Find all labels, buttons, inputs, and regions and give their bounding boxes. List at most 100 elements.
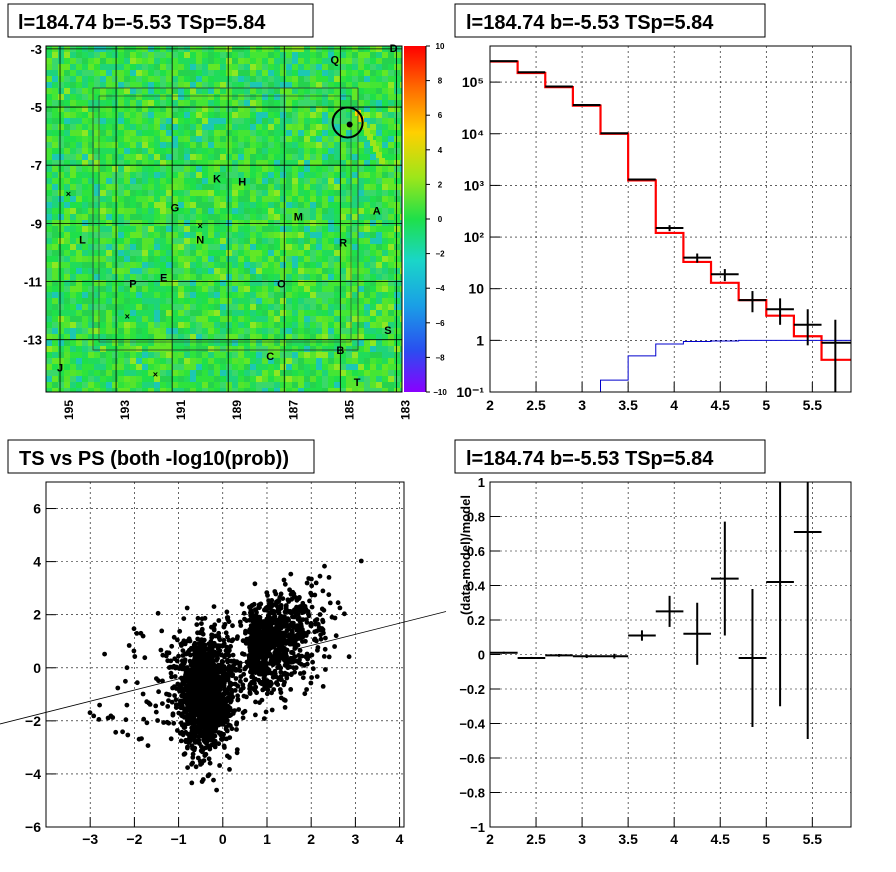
map-pixel	[58, 70, 64, 76]
map-pixel	[394, 280, 400, 286]
map-pixel	[220, 142, 226, 148]
map-pixel	[280, 274, 286, 280]
map-pixel	[388, 286, 394, 292]
map-pixel	[166, 76, 172, 82]
map-pixel	[196, 310, 202, 316]
map-pixel	[178, 106, 184, 112]
map-pixel	[124, 166, 130, 172]
map-pixel	[256, 286, 262, 292]
map-pixel	[82, 214, 88, 220]
map-pixel	[106, 370, 112, 376]
map-pixel	[256, 154, 262, 160]
map-pixel	[250, 64, 256, 70]
map-pixel	[64, 58, 70, 64]
map-pixel	[76, 364, 82, 370]
map-pixel	[112, 244, 118, 250]
map-pixel	[46, 364, 52, 370]
map-pixel	[238, 64, 244, 70]
map-pixel	[94, 286, 100, 292]
map-pixel	[52, 226, 58, 232]
map-pixel	[160, 322, 166, 328]
map-pixel	[262, 226, 268, 232]
map-pixel	[304, 166, 310, 172]
map-pixel	[196, 118, 202, 124]
map-pixel	[346, 376, 352, 382]
map-pixel	[88, 310, 94, 316]
map-pixel	[106, 64, 112, 70]
map-pixel	[358, 232, 364, 238]
map-pixel	[394, 118, 400, 124]
map-pixel	[202, 304, 208, 310]
map-hot-pixel	[367, 134, 373, 140]
map-pixel	[340, 388, 346, 392]
map-pixel	[76, 172, 82, 178]
scatter-point	[247, 690, 253, 695]
map-pixel	[310, 310, 316, 316]
map-pixel	[232, 94, 238, 100]
map-pixel	[250, 232, 256, 238]
map-pixel	[208, 292, 214, 298]
map-pixel	[136, 154, 142, 160]
map-pixel	[328, 154, 334, 160]
map-pixel	[250, 88, 256, 94]
map-pixel	[358, 154, 364, 160]
map-pixel	[274, 322, 280, 328]
map-pixel	[178, 76, 184, 82]
map-pixel	[244, 334, 250, 340]
map-pixel	[280, 340, 286, 346]
map-pixel	[346, 370, 352, 376]
map-pixel	[154, 382, 160, 388]
map-pixel	[208, 88, 214, 94]
map-pixel	[64, 154, 70, 160]
map-pixel	[214, 304, 220, 310]
map-pixel	[394, 238, 400, 244]
map-pixel	[328, 70, 334, 76]
map-title-box	[7, 3, 314, 38]
scatter-point	[189, 780, 195, 786]
map-pixel	[376, 292, 382, 298]
map-pixel	[82, 250, 88, 256]
map-pixel	[142, 322, 148, 328]
map-pixel	[196, 142, 202, 148]
map-pixel	[388, 106, 394, 112]
map-pixel	[118, 202, 124, 208]
map-pixel	[190, 388, 196, 392]
map-pixel	[190, 328, 196, 334]
map-pixel	[400, 286, 402, 292]
map-pixel	[400, 166, 402, 172]
map-pixel	[304, 256, 310, 262]
map-pixel	[118, 268, 124, 274]
map-pixel	[190, 190, 196, 196]
spectrum-y-tick-label: 10⁻¹	[456, 384, 484, 400]
map-pixel	[100, 238, 106, 244]
map-pixel	[382, 256, 388, 262]
map-pixel	[382, 100, 388, 106]
map-pixel	[364, 214, 370, 220]
source-cross: ×	[66, 189, 71, 199]
map-pixel	[202, 94, 208, 100]
map-pixel	[160, 160, 166, 166]
map-pixel	[208, 196, 214, 202]
map-pixel	[292, 346, 298, 352]
map-pixel	[352, 166, 358, 172]
map-pixel	[316, 118, 322, 124]
map-pixel	[298, 274, 304, 280]
map-pixel	[178, 388, 184, 392]
map-pixel	[154, 214, 160, 220]
map-pixel	[226, 334, 232, 340]
map-pixel	[64, 262, 70, 268]
map-pixel	[358, 334, 364, 340]
map-pixel	[76, 262, 82, 268]
map-pixel	[136, 256, 142, 262]
map-pixel	[358, 130, 364, 136]
map-pixel	[214, 160, 220, 166]
map-pixel	[268, 286, 274, 292]
map-pixel	[340, 364, 346, 370]
map-pixel	[154, 148, 160, 154]
map-pixel	[76, 352, 82, 358]
map-pixel	[256, 130, 262, 136]
map-pixel	[286, 70, 292, 76]
map-pixel	[88, 286, 94, 292]
map-pixel	[172, 226, 178, 232]
scatter-point	[326, 654, 332, 660]
